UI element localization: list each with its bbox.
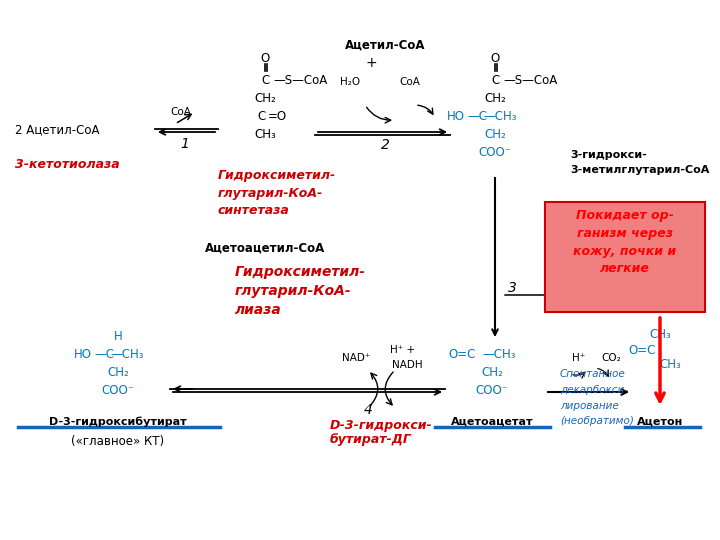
Text: COO⁻: COO⁻ bbox=[479, 145, 511, 159]
Text: H⁺: H⁺ bbox=[572, 353, 585, 363]
Text: C: C bbox=[261, 73, 269, 86]
Text: 1: 1 bbox=[181, 137, 189, 151]
Text: Ацетил-СоА: Ацетил-СоА bbox=[345, 38, 426, 51]
Text: O=C: O=C bbox=[449, 348, 476, 361]
Text: —S—CoA: —S—CoA bbox=[503, 73, 557, 86]
Text: Ацетоацетат: Ацетоацетат bbox=[451, 417, 534, 427]
Text: COO⁻: COO⁻ bbox=[475, 384, 508, 397]
Text: CH₃: CH₃ bbox=[659, 359, 681, 372]
Text: 2: 2 bbox=[381, 138, 390, 152]
Text: —C: —C bbox=[94, 348, 114, 361]
Text: 3: 3 bbox=[508, 281, 517, 295]
Text: Спонтанное: Спонтанное bbox=[560, 369, 626, 379]
Text: HO: HO bbox=[74, 348, 92, 361]
Text: COO⁻: COO⁻ bbox=[102, 384, 135, 397]
Text: O: O bbox=[490, 51, 500, 64]
Text: Гидроксиметил-: Гидроксиметил- bbox=[218, 168, 336, 181]
Text: 4: 4 bbox=[364, 403, 372, 417]
Text: —CH₃: —CH₃ bbox=[483, 110, 516, 123]
Text: (необратимо): (необратимо) bbox=[560, 416, 634, 426]
Text: Ацетил-СоА: Ацетил-СоА bbox=[570, 287, 643, 300]
Text: D-3-гидрокси-: D-3-гидрокси- bbox=[330, 418, 433, 431]
Text: D-3-гидроксибутират: D-3-гидроксибутират bbox=[49, 417, 187, 427]
Text: CH₂: CH₂ bbox=[254, 91, 276, 105]
Text: СоА: СоА bbox=[170, 107, 191, 117]
Text: CH₂: CH₂ bbox=[481, 367, 503, 380]
Text: Гидроксиметил-: Гидроксиметил- bbox=[235, 265, 366, 279]
Text: ганизм через: ганизм через bbox=[577, 226, 673, 240]
Text: бутират-ДГ: бутират-ДГ bbox=[330, 434, 412, 447]
Text: лирование: лирование bbox=[560, 401, 618, 411]
Text: HO: HO bbox=[447, 110, 465, 123]
Text: Покидает ор-: Покидает ор- bbox=[576, 208, 674, 221]
Text: кожу, почки и: кожу, почки и bbox=[573, 245, 677, 258]
Text: CH₂: CH₂ bbox=[107, 367, 129, 380]
Text: H₂O: H₂O bbox=[340, 77, 360, 87]
Text: NAD⁺: NAD⁺ bbox=[342, 353, 370, 363]
Text: —CH₃: —CH₃ bbox=[110, 348, 143, 361]
Text: —C: —C bbox=[467, 110, 487, 123]
Text: C: C bbox=[491, 73, 499, 86]
Text: 3-гидрокси-: 3-гидрокси- bbox=[570, 150, 647, 160]
Text: CH₂: CH₂ bbox=[484, 127, 506, 140]
Text: —CH₃: —CH₃ bbox=[482, 348, 516, 361]
Text: —S—CoA: —S—CoA bbox=[273, 73, 328, 86]
Text: лиаза: лиаза bbox=[235, 303, 282, 317]
Text: CO₂: CO₂ bbox=[601, 353, 621, 363]
Text: легкие: легкие bbox=[600, 262, 650, 275]
Text: CH₂: CH₂ bbox=[484, 91, 506, 105]
Text: 2 Ацетил-СоА: 2 Ацетил-СоА bbox=[15, 124, 99, 137]
Text: O: O bbox=[261, 51, 269, 64]
Text: декарбокси-: декарбокси- bbox=[560, 385, 628, 395]
Text: 3-метилглутарил-СоА: 3-метилглутарил-СоА bbox=[570, 165, 709, 175]
Text: CH₃: CH₃ bbox=[254, 127, 276, 140]
FancyBboxPatch shape bbox=[545, 202, 705, 312]
Text: CH₃: CH₃ bbox=[649, 328, 671, 341]
Text: Ацетоацетил-СоА: Ацетоацетил-СоА bbox=[205, 241, 325, 254]
Text: NADH: NADH bbox=[392, 360, 423, 370]
Text: синтетаза: синтетаза bbox=[218, 205, 289, 218]
Text: O=C: O=C bbox=[629, 343, 656, 356]
Text: СоА: СоА bbox=[400, 77, 420, 87]
Text: C: C bbox=[257, 110, 265, 123]
Text: =O: =O bbox=[268, 110, 287, 123]
Text: 3-кетотиолаза: 3-кетотиолаза bbox=[15, 159, 120, 172]
Text: +: + bbox=[365, 56, 377, 70]
Text: H⁺ +: H⁺ + bbox=[390, 345, 415, 355]
Text: глутарил-КоА-: глутарил-КоА- bbox=[235, 284, 351, 298]
Text: глутарил-КоА-: глутарил-КоА- bbox=[218, 186, 323, 199]
Text: («главное» КТ): («главное» КТ) bbox=[71, 435, 165, 449]
Text: H: H bbox=[114, 330, 122, 343]
Text: Ацетон: Ацетон bbox=[637, 417, 683, 427]
